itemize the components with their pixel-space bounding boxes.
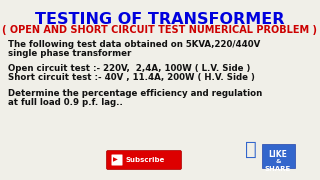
Text: 👍: 👍 — [245, 140, 257, 159]
Text: ( OPEN AND SHORT CIRCUIT TEST NUMERICAL PROBLEM ): ( OPEN AND SHORT CIRCUIT TEST NUMERICAL … — [3, 25, 317, 35]
Text: SHARE: SHARE — [265, 166, 291, 172]
Text: Short circuit test :- 40V , 11.4A, 200W ( H.V. Side ): Short circuit test :- 40V , 11.4A, 200W … — [8, 73, 255, 82]
Text: TESTING OF TRANSFORMER: TESTING OF TRANSFORMER — [35, 12, 285, 27]
Text: ▶: ▶ — [113, 158, 117, 163]
Text: single phase transformer: single phase transformer — [8, 49, 132, 58]
Text: Subscribe: Subscribe — [125, 157, 164, 163]
Text: Open circuit test :- 220V,  2,4A, 100W ( L.V. Side ): Open circuit test :- 220V, 2,4A, 100W ( … — [8, 64, 250, 73]
FancyBboxPatch shape — [111, 154, 123, 165]
Text: Determine the percentage efficiency and regulation: Determine the percentage efficiency and … — [8, 89, 262, 98]
Text: at full load 0.9 p.f. lag..: at full load 0.9 p.f. lag.. — [8, 98, 123, 107]
Text: LIKE: LIKE — [268, 150, 287, 159]
Text: &: & — [275, 159, 281, 164]
Text: The following test data obtained on 5KVA,220/440V: The following test data obtained on 5KVA… — [8, 40, 260, 49]
FancyBboxPatch shape — [107, 150, 181, 170]
FancyBboxPatch shape — [262, 144, 295, 168]
